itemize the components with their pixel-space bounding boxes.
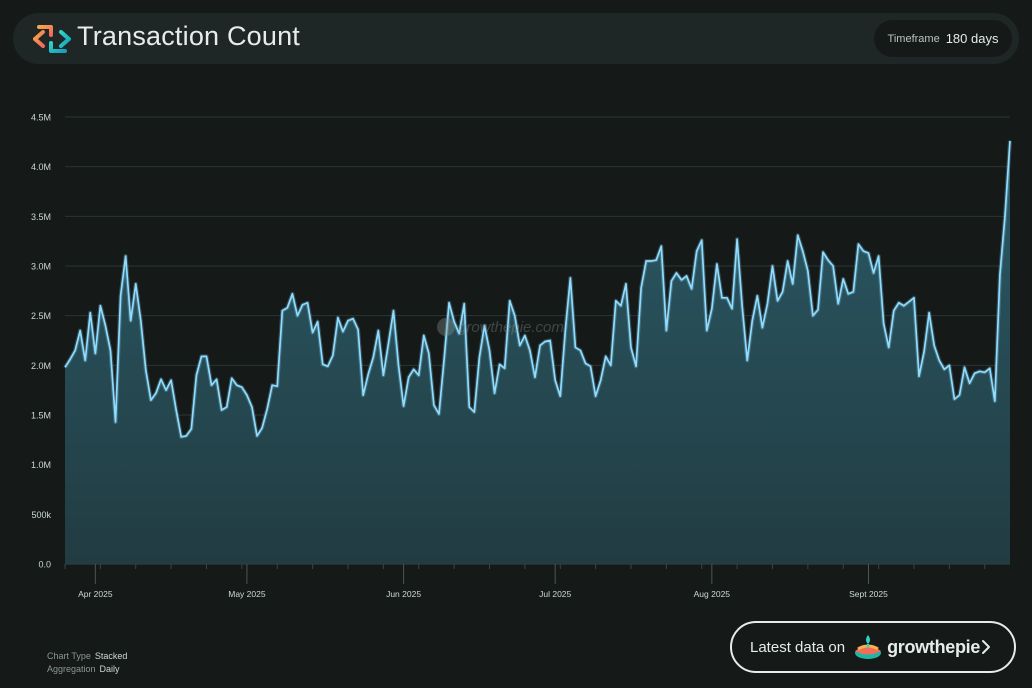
y-tick-label: 2.0M [31,361,51,371]
series-line [64,140,1011,438]
x-tick-label: Aug 2025 [694,589,731,599]
chart-type-value: Stacked [94,651,128,661]
transaction-arrows-icon [33,25,71,53]
series-area-fill [65,140,1010,564]
y-tick-label: 1.0M [31,460,51,470]
aggregation-row: Aggregation Daily [47,663,127,676]
chart-type-row: Chart Type Stacked [47,650,127,663]
x-tick-label: Jun 2025 [386,589,421,599]
growthepie-pie-icon [855,635,882,659]
page-title: Transaction Count [77,21,301,51]
y-tick-label: 4.0M [31,162,51,172]
y-tick-label: 4.5M [31,113,51,123]
timeframe-value: 180 days [945,31,999,46]
y-tick-label: 2.5M [31,311,51,321]
timeframe-label: Timeframe [887,32,940,45]
transaction-count-chart: 0.0500k1.0M1.5M2.0M2.5M3.0M3.5M4.0M4.5M … [31,113,1012,599]
watermark-pie-icon [437,318,455,336]
aggregation-value: Daily [99,664,120,674]
y-tick-label: 3.5M [31,212,51,222]
x-tick-label: May 2025 [228,589,266,599]
x-tick-label: Sept 2025 [849,589,888,599]
chart-meta: Chart Type Stacked Aggregation Daily [47,650,127,676]
y-tick-label: 1.5M [31,411,51,421]
y-tick-label: 500k [31,510,51,520]
timeframe-selector[interactable]: Timeframe 180 days [874,20,1012,57]
x-axis: Apr 2025 May 2025 Jun 2025 Jul 2025 Aug 2025… [64,563,1010,599]
x-tick-label: Jul 2025 [539,589,571,599]
watermark: growthepie.com [437,318,564,336]
latest-data-button[interactable]: Latest data on growthepie [730,621,1016,673]
aggregation-label: Aggregation [47,664,96,674]
series-area [63,140,1012,564]
y-axis: 0.0 500k 1.0M 1.5M 2.0M 2.5M 3.0M 3.5M 4.0M 4.5M [31,113,52,570]
chart-type-label: Chart Type [47,651,91,661]
latest-data-text: Latest data on [750,638,846,656]
growthepie-brand: growthepie [887,636,981,657]
chevron-right-icon [982,640,990,654]
watermark-text: growthepie.com [458,319,564,336]
chart-header: Transaction Count Timeframe 180 days [13,13,1019,64]
x-tick-label: Apr 2025 [78,589,113,599]
y-tick-label: 0.0 [38,560,51,570]
y-tick-label: 3.0M [31,262,51,272]
